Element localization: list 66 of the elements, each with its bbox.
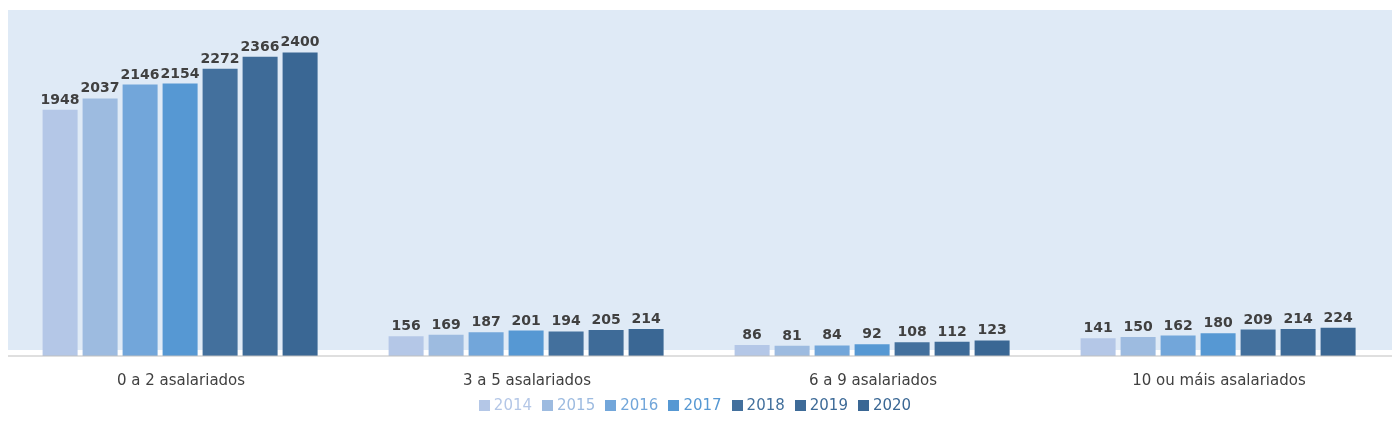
data-label: 224: [1323, 308, 1353, 325]
bar: [974, 340, 1010, 356]
legend-label: 2015: [557, 396, 596, 414]
data-label: 2037: [80, 79, 120, 96]
data-label: 162: [1163, 316, 1193, 333]
bar: [42, 109, 78, 356]
bar: [1320, 327, 1356, 356]
bar: [814, 345, 850, 356]
data-label: 214: [631, 309, 661, 326]
data-label: 92: [862, 325, 882, 342]
legend-label: 2017: [683, 396, 722, 414]
bar: [588, 330, 624, 356]
data-label: 81: [782, 326, 802, 343]
x-tick-label: 0 a 2 asalariados: [116, 370, 246, 389]
legend-label: 2020: [872, 396, 912, 414]
data-label: 2272: [200, 49, 240, 66]
bar: [934, 341, 970, 356]
bar: [1080, 338, 1116, 356]
bar: [548, 331, 584, 356]
bar: [468, 332, 504, 356]
legend-label: 2018: [746, 396, 785, 414]
bar: [242, 56, 278, 356]
data-label: 180: [1203, 314, 1233, 331]
data-label: 86: [742, 326, 762, 343]
data-label: 187: [471, 313, 501, 330]
data-label: 2146: [120, 65, 160, 82]
bar: [282, 52, 318, 356]
data-label: 201: [511, 311, 541, 328]
bar: [122, 84, 158, 356]
bar: [202, 68, 238, 356]
data-label: 1948: [40, 90, 80, 107]
bar: [82, 98, 118, 356]
bar: [628, 328, 664, 356]
data-label: 2154: [160, 64, 200, 81]
bar: [428, 334, 464, 356]
data-label: 214: [1283, 309, 1313, 326]
bar: [1120, 337, 1156, 356]
bar: [1280, 328, 1316, 356]
data-label: 112: [937, 322, 967, 339]
data-label: 169: [431, 315, 461, 332]
x-tick-label: 3 a 5 asalariados: [462, 370, 592, 389]
legend-label: 2019: [809, 396, 848, 414]
bar: [894, 342, 930, 356]
legend-label: 2016: [620, 396, 659, 414]
data-label: 205: [591, 311, 621, 328]
bar: [854, 344, 890, 356]
data-label: 84: [822, 326, 843, 343]
bar: [508, 330, 544, 356]
x-tick-label: 6 a 9 asalariados: [808, 370, 938, 389]
bar: [162, 83, 198, 356]
data-label: 2400: [280, 33, 320, 50]
legend-label: 2014: [493, 396, 533, 414]
bar: [1240, 329, 1276, 356]
data-label: 194: [551, 312, 581, 329]
data-label: 123: [977, 321, 1007, 338]
data-label: 108: [897, 323, 927, 340]
data-label: 141: [1083, 319, 1113, 336]
bar: [1200, 333, 1236, 356]
bar: [734, 345, 770, 356]
data-label: 150: [1123, 318, 1153, 335]
bar: [1160, 335, 1196, 356]
data-label: 209: [1243, 310, 1273, 327]
data-label: 2366: [240, 37, 280, 54]
x-tick-label: 10 ou máis asalariados: [1132, 370, 1306, 389]
data-label: 156: [391, 317, 421, 334]
bar: [388, 336, 424, 356]
